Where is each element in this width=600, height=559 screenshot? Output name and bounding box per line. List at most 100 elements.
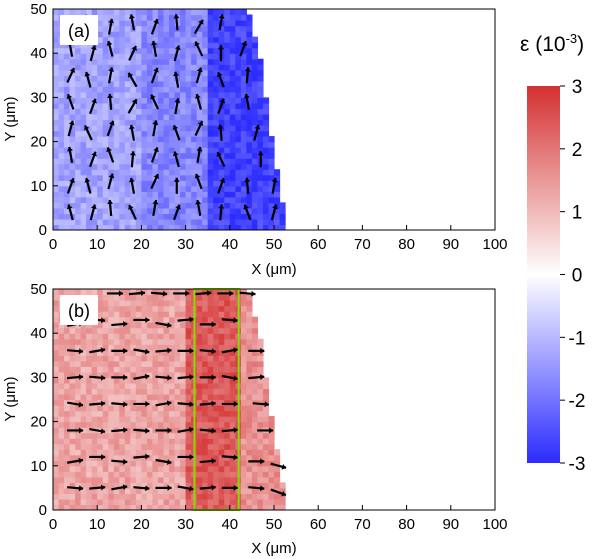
- strain-cell: [75, 75, 82, 82]
- strain-cell: [163, 58, 170, 65]
- strain-cell: [146, 36, 154, 43]
- strain-cell: [113, 338, 120, 345]
- strain-cell: [174, 36, 181, 43]
- strain-cell: [251, 465, 259, 472]
- strain-cell: [69, 432, 76, 439]
- strain-cell: [224, 91, 231, 98]
- strain-cell: [240, 427, 247, 434]
- strain-cell: [163, 360, 170, 367]
- strain-cell: [174, 58, 181, 65]
- strain-cell: [75, 327, 82, 334]
- strain-cell: [240, 9, 247, 16]
- strain-cell: [240, 438, 247, 445]
- strain-cell: [163, 152, 170, 159]
- strain-cell: [191, 31, 198, 38]
- strain-cell: [185, 152, 192, 159]
- strain-cell: [257, 344, 264, 351]
- strain-cell: [262, 130, 270, 137]
- strain-cell: [80, 366, 87, 373]
- strain-cell: [124, 388, 131, 395]
- strain-cell: [69, 388, 76, 395]
- strain-cell: [141, 327, 148, 334]
- strain-cell: [141, 69, 148, 76]
- strain-cell: [268, 224, 275, 230]
- strain-cell: [169, 355, 176, 362]
- strain-cell: [157, 102, 165, 110]
- strain-cell: [157, 25, 165, 32]
- strain-cell: [108, 311, 115, 318]
- strain-cell: [207, 476, 214, 483]
- strain-cell: [91, 224, 98, 230]
- strain-cell: [202, 410, 209, 417]
- strain-cell: [274, 218, 281, 226]
- strain-vector: [133, 400, 150, 407]
- strain-cell: [141, 405, 148, 412]
- strain-cell: [185, 36, 192, 43]
- strain-cell: [69, 349, 76, 356]
- strain-cell: [141, 443, 148, 450]
- strain-cell: [108, 75, 115, 82]
- strain-cell: [102, 125, 109, 132]
- strain-cell: [196, 64, 203, 71]
- strain-cell: [163, 196, 170, 203]
- strain-cell: [113, 207, 120, 215]
- strain-cell: [91, 119, 98, 126]
- strain-cell: [213, 25, 220, 32]
- strain-cell: [224, 333, 231, 340]
- strain-cell: [191, 163, 198, 170]
- strain-cell: [246, 185, 253, 192]
- strain-cell: [146, 80, 154, 87]
- strain-cell: [58, 130, 65, 137]
- strain-cell: [180, 498, 187, 506]
- strain-cell: [119, 53, 126, 60]
- strain-cell: [91, 360, 98, 367]
- strain-cell: [58, 476, 65, 483]
- strain-cell: [91, 388, 98, 395]
- strain-cell: [207, 449, 214, 456]
- strain-cell: [113, 136, 120, 143]
- strain-cell: [213, 47, 220, 54]
- strain-cell: [262, 213, 270, 220]
- strain-cell: [196, 360, 203, 367]
- strain-cell: [224, 371, 231, 378]
- strain-cell: [185, 360, 192, 367]
- y-tick-label: 0: [39, 502, 47, 519]
- strain-cell: [202, 202, 209, 209]
- strain-vector: [216, 151, 226, 167]
- strain-cell: [185, 443, 192, 450]
- strain-vector: [107, 93, 114, 110]
- strain-cell: [119, 163, 126, 170]
- strain-cell: [213, 416, 220, 423]
- strain-cell: [218, 471, 225, 478]
- strain-cell: [152, 311, 159, 318]
- strain-cell: [202, 454, 209, 461]
- strain-cell: [130, 108, 137, 115]
- strain-cell: [146, 388, 154, 395]
- strain-cell: [257, 75, 264, 82]
- strain-cell: [262, 432, 270, 439]
- strain-cell: [135, 136, 142, 143]
- strain-cell: [130, 327, 137, 334]
- strain-vector: [111, 321, 128, 327]
- strain-cell: [80, 64, 87, 71]
- strain-cell: [163, 207, 170, 215]
- strain-cell: [240, 382, 247, 390]
- strain-cell: [69, 454, 76, 461]
- strain-cell: [113, 355, 120, 362]
- strain-cell: [124, 80, 131, 87]
- strain-cell: [262, 498, 270, 506]
- strain-cell: [91, 382, 98, 390]
- strain-cell: [91, 471, 98, 478]
- strain-cell: [91, 449, 98, 456]
- strain-cell: [191, 20, 198, 27]
- strain-cell: [180, 136, 187, 143]
- strain-cell: [113, 393, 120, 401]
- strain-cell: [141, 125, 148, 132]
- strain-cell: [108, 130, 115, 137]
- strain-cell: [64, 58, 71, 65]
- strain-cell: [268, 504, 275, 510]
- strain-cell: [124, 75, 131, 82]
- strain-cell: [119, 75, 126, 82]
- strain-cell: [207, 300, 214, 307]
- strain-cell: [163, 388, 170, 395]
